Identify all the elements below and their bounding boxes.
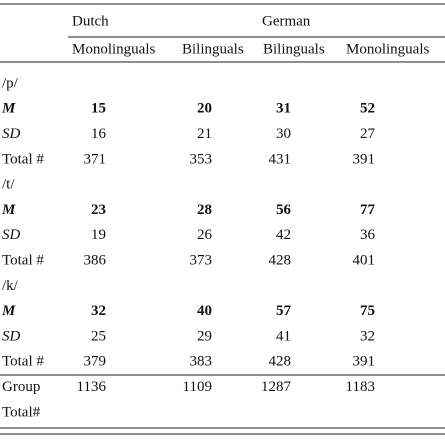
cell-value: 25 [91, 328, 106, 344]
cell-value: 30 [276, 126, 291, 142]
column-header: Bilinguals [182, 41, 244, 57]
cell-value: 31 [276, 101, 291, 117]
row-label: SD [2, 126, 21, 142]
cell-value: 1136 [77, 379, 107, 395]
row-label: Total# [2, 404, 41, 420]
group-header: Dutch [72, 13, 109, 29]
cell-value: 1287 [261, 379, 292, 395]
cell-value: 20 [197, 101, 212, 117]
cell-value: 371 [84, 151, 107, 167]
cell-value: 75 [360, 303, 375, 319]
cell-value: 15 [91, 101, 106, 117]
cell-value: 353 [190, 151, 213, 167]
cell-value: 56 [276, 202, 292, 218]
cell-value: 431 [269, 151, 292, 167]
cell-value: 32 [360, 328, 375, 344]
cell-value: 28 [197, 202, 212, 218]
row-label: /t/ [2, 177, 15, 193]
row-label: SD [2, 328, 21, 344]
column-header: Monolinguals [346, 41, 429, 57]
cell-value: 27 [360, 126, 376, 142]
row-label: Total # [2, 253, 44, 269]
cell-value: 386 [84, 253, 107, 269]
cell-value: 77 [360, 202, 376, 218]
row-label: Group [2, 379, 40, 395]
cell-value: 26 [197, 227, 213, 243]
row-label: M [1, 101, 16, 117]
cell-value: 57 [276, 303, 292, 319]
group-header: German [262, 13, 311, 29]
column-header: Bilinguals [263, 41, 325, 57]
cell-value: 391 [353, 354, 376, 370]
cell-value: 401 [353, 253, 376, 269]
cell-value: 428 [269, 253, 292, 269]
cell-value: 379 [84, 354, 107, 370]
cell-value: 29 [197, 328, 212, 344]
row-label: Total # [2, 354, 44, 370]
cell-value: 32 [91, 303, 106, 319]
cell-value: 36 [360, 227, 376, 243]
row-label: Total # [2, 151, 44, 167]
cell-value: 428 [269, 354, 292, 370]
cell-value: 383 [190, 354, 213, 370]
row-label: /k/ [2, 278, 19, 294]
cell-value: 23 [91, 202, 106, 218]
cell-value: 1109 [183, 379, 212, 395]
cell-value: 373 [190, 253, 213, 269]
row-label: SD [2, 227, 21, 243]
cell-value: 40 [197, 303, 212, 319]
cell-value: 19 [91, 227, 106, 243]
cell-value: 21 [197, 126, 212, 142]
column-header: Monolinguals [72, 41, 155, 57]
row-label: M [1, 202, 16, 218]
row-label: M [1, 303, 16, 319]
cell-value: 1183 [346, 379, 375, 395]
row-label: /p/ [2, 75, 19, 91]
cell-value: 16 [91, 126, 107, 142]
cell-value: 41 [276, 328, 291, 344]
cell-value: 391 [353, 151, 376, 167]
cell-value: 42 [276, 227, 291, 243]
cell-value: 52 [360, 101, 375, 117]
